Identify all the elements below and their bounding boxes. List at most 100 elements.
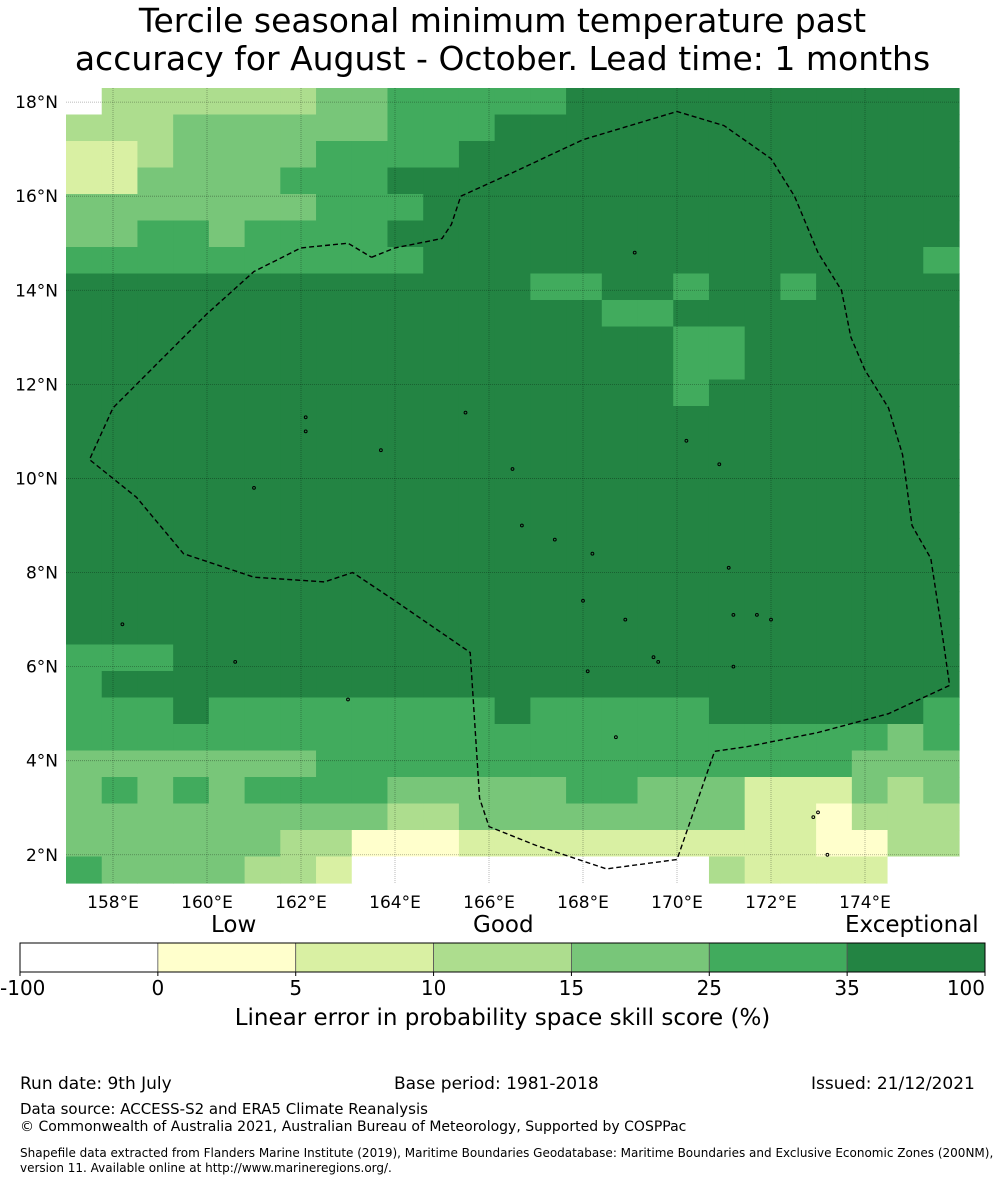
- skill-cell: [744, 459, 781, 487]
- skill-cell: [601, 697, 639, 725]
- skill-cell: [137, 750, 174, 778]
- base-period: Base period: 1981-2018: [394, 1074, 599, 1094]
- skill-cell: [851, 194, 889, 222]
- skill-cell: [494, 591, 531, 619]
- skill-cell: [637, 379, 674, 407]
- skill-cell: [851, 538, 889, 566]
- skill-cell: [423, 326, 460, 354]
- island: [623, 617, 628, 622]
- skill-cell: [244, 114, 281, 142]
- skill-cell: [387, 167, 424, 195]
- skill-cell: [494, 326, 531, 354]
- skill-cell: [673, 220, 710, 248]
- skill-cell: [816, 167, 853, 195]
- skill-cell: [351, 247, 389, 275]
- skill-cell: [708, 697, 746, 725]
- skill-cell: [708, 300, 746, 328]
- skill-cell: [601, 777, 639, 805]
- island: [811, 815, 816, 819]
- skill-cell: [316, 697, 353, 725]
- skill-cell: [780, 459, 817, 487]
- skill-cell: [780, 803, 817, 831]
- skill-cell: [601, 194, 639, 222]
- skill-cell: [351, 406, 389, 434]
- skill-cell: [351, 432, 389, 460]
- skill-cell: [173, 194, 210, 222]
- skill-cell: [458, 273, 496, 301]
- skill-cell: [387, 379, 424, 407]
- skill-cell: [387, 750, 424, 778]
- skill-cell: [673, 671, 710, 699]
- skill-cell: [708, 114, 746, 142]
- skill-cell: [280, 88, 317, 116]
- skill-cell: [423, 697, 460, 725]
- skill-cell: [887, 167, 924, 195]
- skill-cell: [816, 326, 853, 354]
- skill-cell: [744, 167, 781, 195]
- skill-cell: [173, 671, 210, 699]
- skill-cell: [708, 194, 746, 222]
- skill-cell: [280, 300, 317, 328]
- island: [463, 410, 468, 415]
- skill-cell: [208, 379, 246, 407]
- skill-cell: [101, 326, 139, 354]
- colorbar-tick-label: 5: [289, 976, 302, 1000]
- skill-cell: [566, 194, 603, 222]
- data-source: Data source: ACCESS-S2 and ERA5 Climate …: [20, 1100, 428, 1118]
- skill-cell: [708, 512, 746, 540]
- skill-cell: [423, 300, 460, 328]
- lat-tick-label: 6°N: [26, 658, 58, 678]
- skill-cell: [494, 724, 531, 752]
- skill-cell: [244, 777, 281, 805]
- skill-cell: [637, 803, 674, 831]
- skill-cell: [316, 750, 353, 778]
- skill-cell: [744, 247, 781, 275]
- skill-cell: [637, 273, 674, 301]
- colorbar-segments: [19, 942, 986, 973]
- skill-cell: [208, 220, 246, 248]
- skill-cell: [708, 750, 746, 778]
- skill-cell: [280, 538, 317, 566]
- skill-cell: [744, 538, 781, 566]
- skill-cell: [530, 485, 567, 513]
- skill-cell: [923, 273, 960, 301]
- skill-cell: [744, 697, 781, 725]
- skill-cell: [423, 432, 460, 460]
- skill-cell: [423, 803, 460, 831]
- skill-cell: [673, 856, 710, 884]
- skill-cell: [387, 485, 424, 513]
- skill-cell: [851, 644, 889, 672]
- skill-cell: [280, 618, 317, 646]
- skill-cell: [458, 671, 496, 699]
- skill-cell: [851, 300, 889, 328]
- skill-cell: [280, 273, 317, 301]
- skill-cell: [458, 777, 496, 805]
- skill-cell: [244, 167, 281, 195]
- island: [233, 660, 238, 664]
- skill-cell: [280, 671, 317, 699]
- skill-cell: [637, 512, 674, 540]
- skill-cell: [816, 194, 853, 222]
- skill-cell: [744, 591, 781, 619]
- skill-cell: [530, 220, 567, 248]
- skill-cell: [816, 459, 853, 487]
- skill-cell: [387, 565, 424, 593]
- skill-cell: [816, 697, 853, 725]
- skill-cell: [208, 777, 246, 805]
- skill-cell: [101, 803, 139, 831]
- skill-cell: [816, 618, 853, 646]
- island: [581, 598, 585, 603]
- skill-cell: [887, 856, 924, 884]
- skill-cell: [208, 830, 246, 858]
- skill-cell: [387, 777, 424, 805]
- skill-cell: [173, 591, 210, 619]
- skill-cell: [494, 88, 531, 116]
- island: [632, 250, 637, 255]
- skill-cell: [494, 141, 531, 169]
- skill-cell: [637, 406, 674, 434]
- skill-cell: [458, 88, 496, 116]
- skill-cell: [708, 671, 746, 699]
- skill-cell: [423, 538, 460, 566]
- skill-cell: [137, 88, 174, 116]
- skill-cell: [673, 353, 710, 381]
